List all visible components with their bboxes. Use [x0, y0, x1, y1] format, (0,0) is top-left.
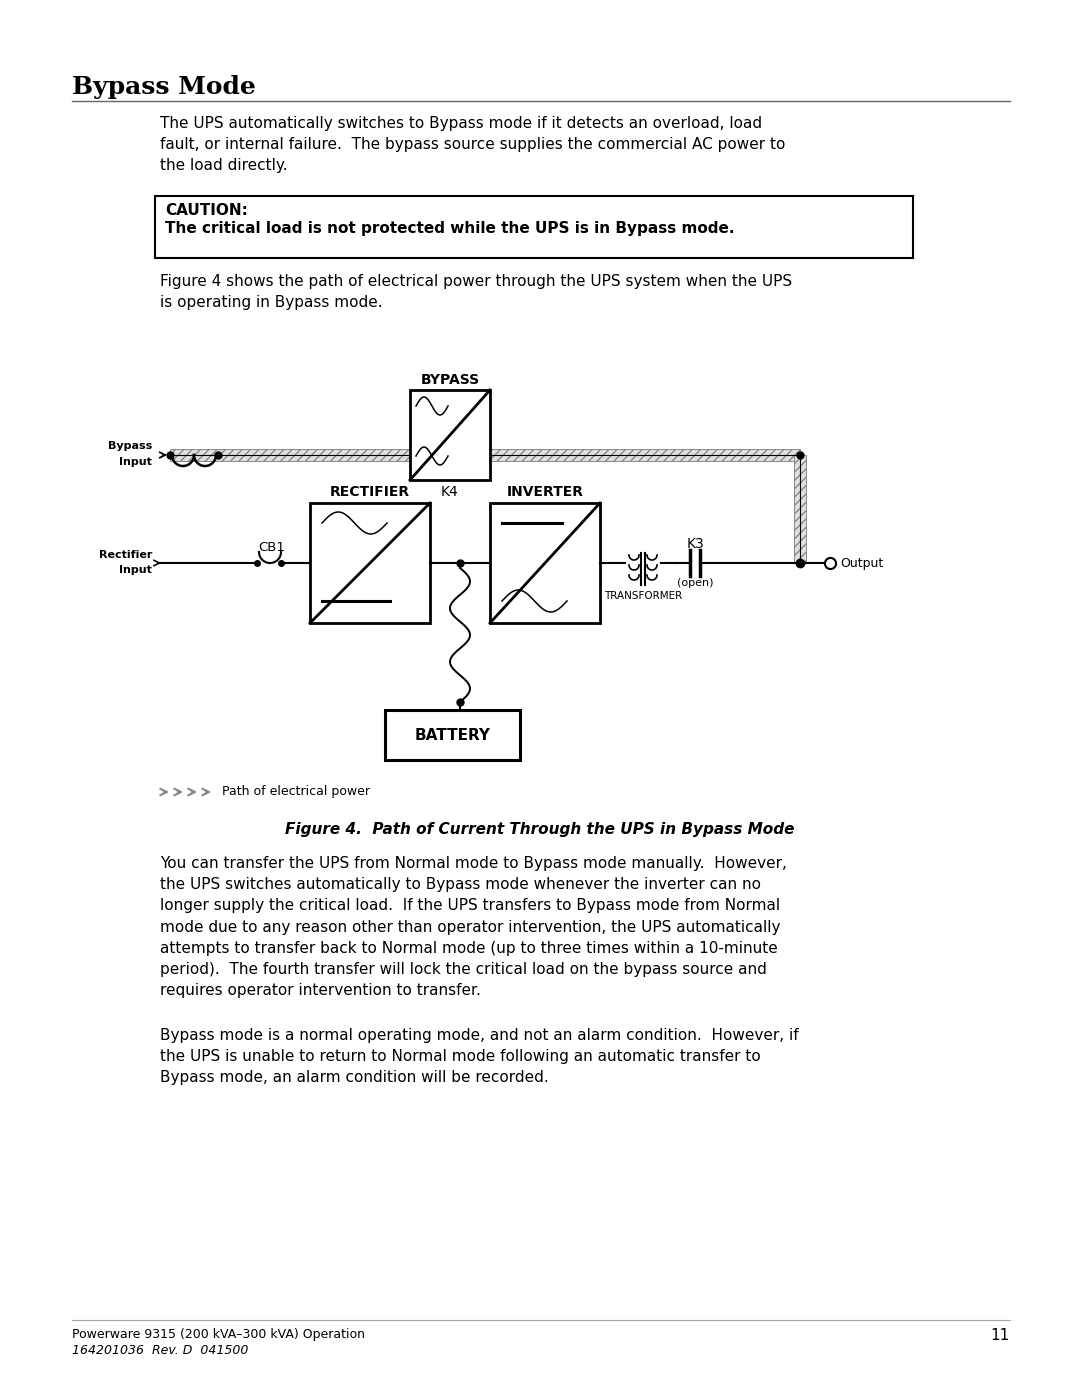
Text: BYPASS: BYPASS [420, 373, 480, 387]
Bar [156, 196, 913, 258]
Text: Output: Output [840, 556, 883, 570]
Bar [410, 390, 490, 481]
Text: You can transfer the UPS from Normal mode to Bypass mode manually.  However,
the: You can transfer the UPS from Normal mod… [160, 856, 787, 999]
Text: INVERTER: INVERTER [507, 485, 583, 499]
Bar [490, 448, 800, 461]
Text: Input: Input [119, 457, 152, 467]
Text: Figure 4.  Path of Current Through the UPS in Bypass Mode: Figure 4. Path of Current Through the UP… [285, 821, 795, 837]
Bar [490, 503, 600, 623]
Text: BATTERY: BATTERY [415, 728, 490, 742]
Text: Path of electrical power: Path of electrical power [222, 785, 370, 799]
Text: 11: 11 [990, 1329, 1010, 1343]
Text: K4: K4 [441, 485, 459, 499]
Bar [310, 503, 430, 623]
Text: (open): (open) [677, 578, 713, 588]
Text: Figure 4 shows the path of electrical power through the UPS system when the UPS
: Figure 4 shows the path of electrical po… [160, 274, 792, 310]
Text: Rectifier: Rectifier [98, 550, 152, 560]
Text: RECTIFIER: RECTIFIER [329, 485, 410, 499]
Text: Input: Input [119, 564, 152, 576]
Text: K3: K3 [686, 536, 704, 550]
Text: Powerware 9315 (200 kVA–300 kVA) Operation: Powerware 9315 (200 kVA–300 kVA) Operati… [72, 1329, 365, 1341]
Text: CAUTION:: CAUTION: [165, 203, 248, 218]
Text: CB1: CB1 [258, 541, 285, 555]
Text: Bypass Mode: Bypass Mode [72, 75, 256, 99]
Text: Bypass mode is a normal operating mode, and not an alarm condition.  However, if: Bypass mode is a normal operating mode, … [160, 1028, 798, 1085]
Bar [384, 710, 519, 760]
Text: The UPS automatically switches to Bypass mode if it detects an overload, load
fa: The UPS automatically switches to Bypass… [160, 116, 785, 173]
Text: TRANSFORMER: TRANSFORMER [604, 591, 683, 601]
Text: 164201036  Rev. D  041500: 164201036 Rev. D 041500 [72, 1344, 248, 1356]
Text: Bypass: Bypass [108, 441, 152, 451]
Text: The critical load is not protected while the UPS is in Bypass mode.: The critical load is not protected while… [165, 221, 734, 236]
Bar [170, 448, 410, 461]
Bar [794, 455, 806, 563]
